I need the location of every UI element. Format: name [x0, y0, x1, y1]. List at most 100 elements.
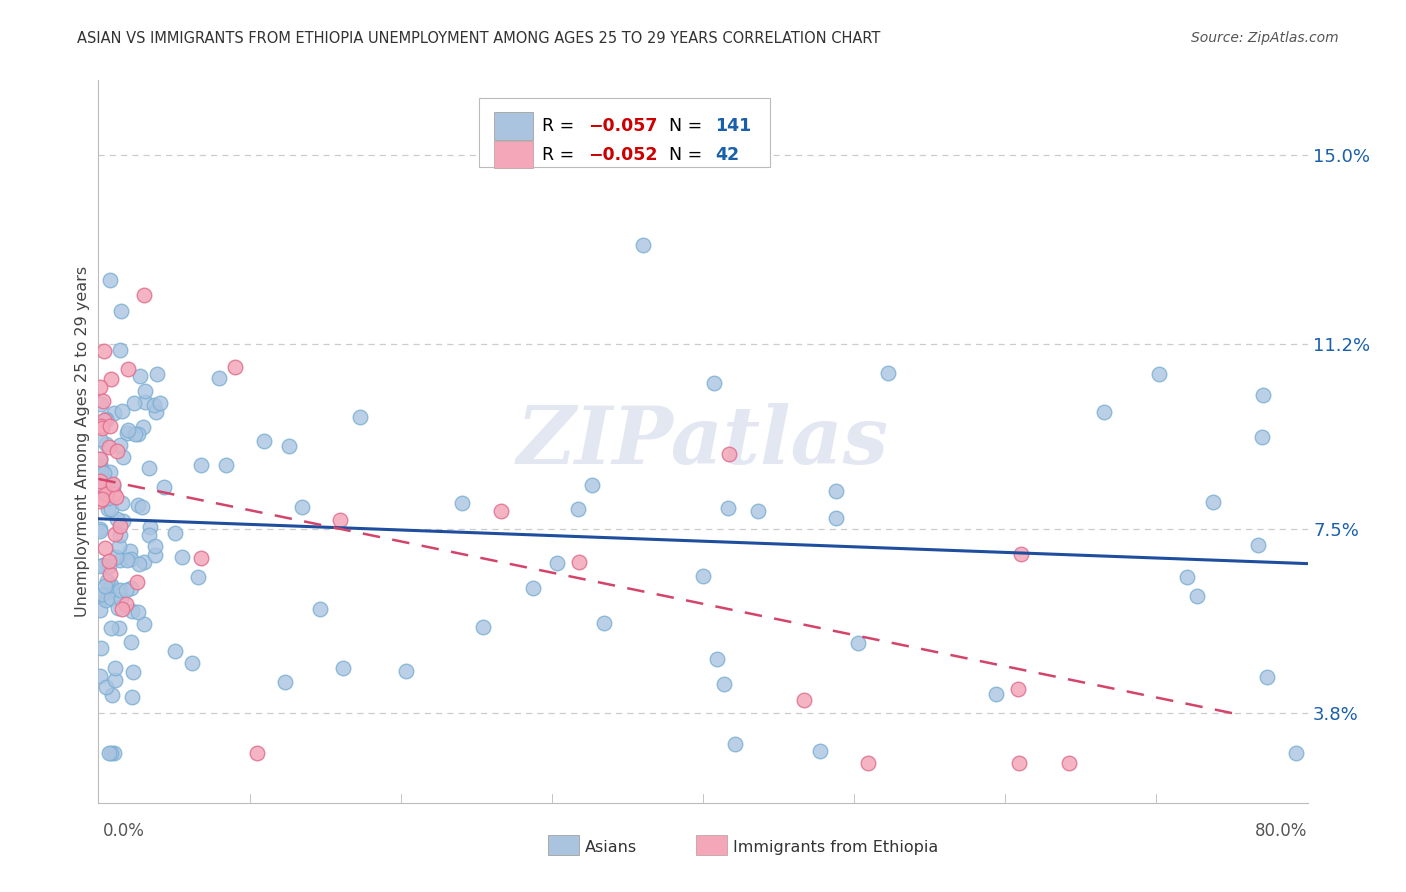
Text: ZIPatlas: ZIPatlas	[517, 403, 889, 480]
Point	[103, 746, 125, 760]
Point	[181, 656, 204, 670]
Point	[111, 602, 134, 616]
FancyBboxPatch shape	[494, 112, 533, 139]
Point	[114, 597, 136, 611]
Point	[1007, 681, 1029, 696]
Point	[134, 395, 156, 409]
Point	[1202, 495, 1225, 509]
Point	[309, 602, 332, 616]
Point	[190, 458, 212, 472]
Point	[110, 304, 132, 318]
Text: Asians: Asians	[585, 840, 637, 855]
Point	[143, 539, 166, 553]
Point	[94, 579, 117, 593]
Point	[100, 418, 122, 433]
Point	[89, 458, 111, 472]
Point	[120, 581, 142, 595]
Point	[713, 677, 735, 691]
Point	[125, 574, 148, 589]
Text: −0.057: −0.057	[588, 117, 658, 135]
Text: 0.0%: 0.0%	[103, 822, 145, 840]
Point	[89, 458, 111, 473]
Point	[143, 398, 166, 412]
Point	[91, 558, 114, 572]
Text: Immigrants from Ethiopia: Immigrants from Ethiopia	[733, 840, 938, 855]
Text: Source: ZipAtlas.com: Source: ZipAtlas.com	[1191, 31, 1339, 45]
Point	[111, 450, 134, 465]
Point	[153, 480, 176, 494]
Point	[90, 418, 112, 433]
Point	[89, 669, 111, 683]
Point	[104, 661, 127, 675]
Text: N =: N =	[669, 117, 707, 135]
Point	[104, 550, 127, 565]
Point	[132, 420, 155, 434]
Point	[89, 522, 111, 536]
Point	[117, 423, 139, 437]
Point	[110, 519, 132, 533]
Point	[93, 413, 115, 427]
Point	[1187, 590, 1209, 604]
Point	[108, 528, 131, 542]
Point	[631, 237, 654, 252]
Point	[131, 500, 153, 515]
Text: −0.052: −0.052	[588, 145, 658, 163]
Point	[277, 440, 299, 454]
Point	[117, 362, 139, 376]
Point	[214, 458, 236, 472]
Point	[128, 557, 150, 571]
Point	[208, 371, 231, 385]
Point	[98, 579, 121, 593]
Point	[101, 689, 124, 703]
Point	[568, 555, 591, 569]
Point	[90, 397, 112, 411]
Point	[121, 690, 143, 705]
Point	[103, 487, 125, 501]
Point	[105, 512, 128, 526]
Point	[139, 520, 162, 534]
Point	[1251, 430, 1274, 444]
Point	[91, 393, 114, 408]
Point	[98, 465, 121, 479]
Point	[808, 744, 831, 758]
Point	[567, 501, 589, 516]
Point	[93, 344, 115, 359]
Point	[103, 478, 125, 492]
Point	[846, 636, 869, 650]
Point	[349, 409, 371, 424]
Point	[145, 405, 167, 419]
Point	[793, 693, 815, 707]
Point	[100, 501, 122, 516]
Point	[115, 583, 138, 598]
Point	[128, 427, 150, 442]
Point	[98, 566, 121, 581]
Point	[1008, 756, 1031, 770]
Point	[89, 589, 111, 603]
Point	[96, 574, 118, 589]
Point	[121, 604, 143, 618]
Point	[111, 403, 134, 417]
Point	[522, 582, 544, 596]
Point	[89, 493, 111, 508]
Point	[224, 359, 246, 374]
Point	[89, 433, 111, 447]
Point	[94, 413, 117, 427]
Point	[107, 600, 129, 615]
FancyBboxPatch shape	[479, 98, 769, 167]
Point	[724, 737, 747, 751]
Point	[89, 524, 111, 538]
Point	[747, 504, 769, 518]
Point	[1251, 388, 1274, 402]
Point	[111, 496, 134, 510]
Point	[120, 635, 142, 649]
Point	[329, 513, 352, 527]
Point	[108, 621, 131, 635]
Point	[134, 384, 156, 398]
Point	[89, 474, 111, 488]
Point	[121, 665, 143, 679]
Point	[146, 368, 169, 382]
Point	[546, 556, 568, 570]
Point	[98, 440, 121, 454]
Point	[489, 504, 512, 518]
Point	[94, 592, 117, 607]
